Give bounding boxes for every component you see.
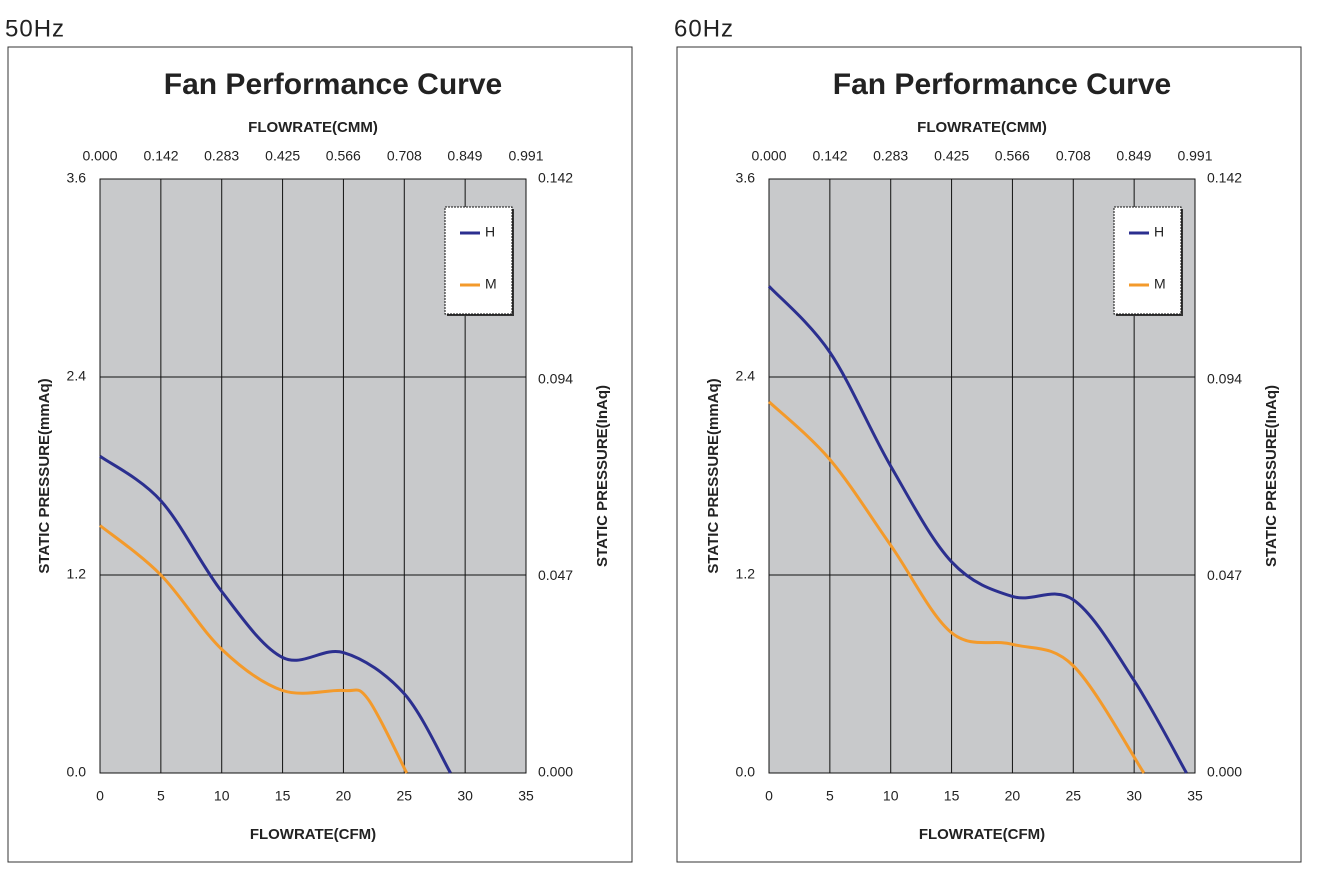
- x-axis-title: FLOWRATE(CFM): [919, 826, 1045, 843]
- x-tick-label: 15: [275, 788, 291, 804]
- x-tick-label: 30: [1126, 788, 1142, 804]
- x-tick-label: 15: [944, 788, 960, 804]
- x-tick-label: 10: [214, 788, 230, 804]
- x2-tick-label: 0.283: [204, 148, 239, 164]
- panel-label: 60Hz: [674, 15, 734, 42]
- curve: [767, 400, 1146, 774]
- x-axis-title: FLOWRATE(CFM): [250, 826, 376, 843]
- legend-label: M: [485, 276, 497, 292]
- x2-tick-label: 0.708: [387, 148, 422, 164]
- x2-tick-label: 0.849: [447, 148, 482, 164]
- y-tick-label: 3.6: [67, 170, 87, 186]
- y-tick-label: 2.4: [736, 368, 756, 384]
- plot-border: [99, 178, 527, 774]
- x2-tick-label: 0.991: [508, 148, 543, 164]
- x-tick-label: 20: [336, 788, 352, 804]
- x2-axis-title: FLOWRATE(CMM): [917, 119, 1047, 136]
- x-tick-label: 20: [1005, 788, 1021, 804]
- x2-tick-label: 0.000: [82, 148, 117, 164]
- y-tick-label: 1.2: [67, 566, 87, 582]
- chart-title: Fan Performance Curve: [833, 68, 1171, 101]
- y2-tick-label: 0.047: [538, 567, 573, 583]
- x2-tick-label: 0.142: [144, 148, 179, 164]
- y-tick-label: 1.2: [736, 566, 756, 582]
- x2-tick-label: 0.566: [326, 148, 361, 164]
- x-tick-label: 5: [157, 788, 165, 804]
- x2-tick-label: 0.708: [1056, 148, 1091, 164]
- y2-tick-label: 0.094: [1207, 370, 1242, 386]
- y2-tick-label: 0.000: [538, 764, 573, 780]
- y2-tick-label: 0.047: [1207, 567, 1242, 583]
- x2-axis-title: FLOWRATE(CMM): [248, 119, 378, 136]
- x2-tick-label: 0.991: [1177, 148, 1212, 164]
- x-tick-label: 30: [457, 788, 473, 804]
- panel-label: 50Hz: [5, 15, 65, 42]
- chart-title: Fan Performance Curve: [164, 68, 502, 101]
- legend-box: [444, 206, 513, 315]
- x2-tick-label: 0.425: [265, 148, 300, 164]
- x2-tick-label: 0.849: [1116, 148, 1151, 164]
- plot-border: [768, 178, 1196, 774]
- x-tick-label: 5: [826, 788, 834, 804]
- legend-label: M: [1154, 276, 1166, 292]
- legend-label: H: [485, 224, 495, 240]
- x2-tick-label: 0.566: [995, 148, 1030, 164]
- y2-tick-label: 0.142: [538, 170, 573, 186]
- legend-label: H: [1154, 224, 1164, 240]
- x-tick-label: 35: [1187, 788, 1203, 804]
- y-tick-label: 3.6: [736, 170, 756, 186]
- y-axis-title: STATIC PRESSURE(mmAq): [36, 378, 53, 573]
- x-tick-label: 0: [765, 788, 773, 804]
- x2-tick-label: 0.283: [873, 148, 908, 164]
- y2-tick-label: 0.142: [1207, 170, 1242, 186]
- x2-tick-label: 0.000: [751, 148, 786, 164]
- y-axis-title: STATIC PRESSURE(mmAq): [705, 378, 722, 573]
- x-tick-label: 10: [883, 788, 899, 804]
- legend-box: [1113, 206, 1182, 315]
- y-tick-label: 2.4: [67, 368, 87, 384]
- y2-axis-title: STATIC PRESSURE(InAq): [594, 385, 611, 567]
- x-tick-label: 35: [518, 788, 534, 804]
- y-tick-label: 0.0: [67, 764, 87, 780]
- x-tick-label: 25: [396, 788, 412, 804]
- y2-tick-label: 0.000: [1207, 764, 1242, 780]
- curve: [99, 524, 409, 774]
- y2-tick-label: 0.094: [538, 370, 573, 386]
- x-tick-label: 25: [1065, 788, 1081, 804]
- curve: [767, 285, 1188, 774]
- x2-tick-label: 0.425: [934, 148, 969, 164]
- y-tick-label: 0.0: [736, 764, 756, 780]
- x2-tick-label: 0.142: [813, 148, 848, 164]
- x-tick-label: 0: [96, 788, 104, 804]
- y2-axis-title: STATIC PRESSURE(InAq): [1263, 385, 1280, 567]
- curve: [99, 454, 452, 774]
